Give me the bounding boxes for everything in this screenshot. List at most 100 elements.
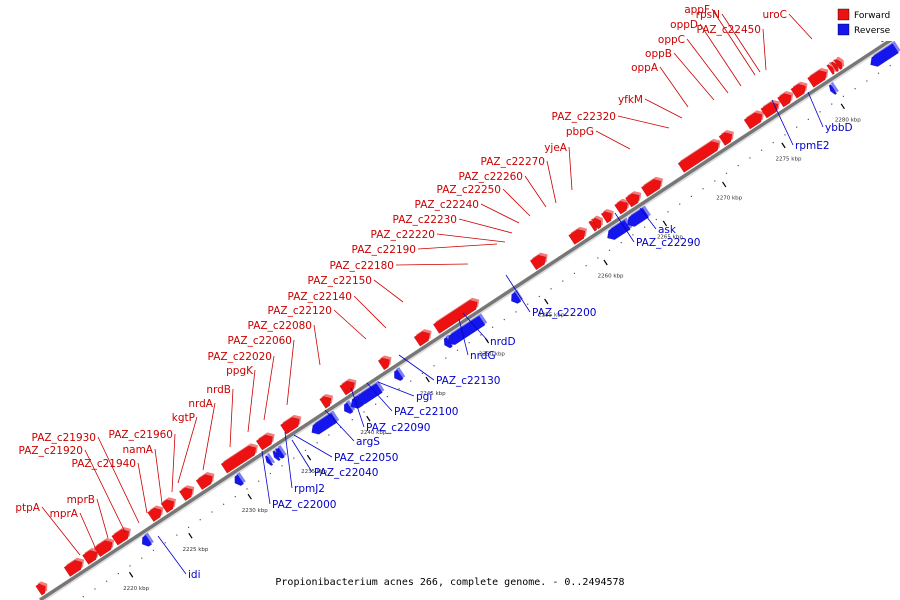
- gene-label-paz_c22190[interactable]: PAZ_c22190: [352, 244, 416, 256]
- reverse-gene-arrow[interactable]: [607, 219, 631, 241]
- gene-label-uroc[interactable]: uroC: [763, 9, 788, 21]
- forward-gene-arrow[interactable]: [147, 507, 162, 522]
- gene-label-oppb[interactable]: oppB: [645, 48, 672, 60]
- forward-gene-arrow[interactable]: [718, 132, 733, 146]
- gene-label-paz_c22320[interactable]: PAZ_c22320: [552, 111, 616, 123]
- forward-gene-arrow[interactable]: [35, 583, 46, 596]
- reverse-gene-arrow[interactable]: [311, 412, 338, 435]
- reverse-gene-arrow[interactable]: [511, 291, 522, 304]
- gene-label-paz_c22250[interactable]: PAZ_c22250: [437, 184, 501, 196]
- forward-gene-arrow[interactable]: [529, 254, 546, 271]
- gene-label-paz_c22040[interactable]: PAZ_c22040: [314, 467, 378, 479]
- gene-label-nama[interactable]: namA: [122, 444, 153, 456]
- reverse-gene-arrow[interactable]: [394, 369, 404, 382]
- reverse-gene-arrow[interactable]: [828, 84, 838, 95]
- gene-label-mpra[interactable]: mprA: [50, 508, 79, 520]
- gene-label-paz_c22000[interactable]: PAZ_c22000: [272, 499, 336, 511]
- forward-gene-arrow[interactable]: [178, 487, 193, 502]
- reverse-gene-arrow[interactable]: [234, 474, 245, 487]
- forward-gene-arrow[interactable]: [790, 83, 806, 99]
- gene-label-appf[interactable]: appF: [684, 4, 710, 16]
- forward-gene-arrow[interactable]: [568, 229, 586, 245]
- forward-gene-arrow[interactable]: [160, 499, 175, 514]
- gene-label-args[interactable]: argS: [356, 436, 380, 448]
- gene-label-oppd[interactable]: oppD: [670, 19, 698, 31]
- forward-gene-arrow[interactable]: [833, 58, 843, 71]
- reverse-gene-arrow[interactable]: [343, 402, 354, 415]
- forward-gene-arrow[interactable]: [830, 61, 839, 73]
- gene-label-paz_c22240[interactable]: PAZ_c22240: [415, 199, 479, 211]
- gene-label-rpme2[interactable]: rpmE2: [795, 140, 830, 152]
- gene-label-ptpa[interactable]: ptpA: [15, 502, 40, 514]
- reverse-gene-arrow[interactable]: [141, 534, 153, 547]
- reverse-gene-arrow[interactable]: [870, 43, 899, 67]
- gene-label-yjea[interactable]: yjeA: [544, 142, 568, 154]
- forward-gene-arrow[interactable]: [743, 112, 763, 130]
- gene-label-oppc[interactable]: oppC: [658, 34, 685, 46]
- reverse-gene-arrow[interactable]: [357, 383, 383, 405]
- reverse-gene-arrow[interactable]: [447, 315, 486, 346]
- forward-gene-arrow[interactable]: [677, 141, 719, 173]
- gene-label-ask[interactable]: ask: [658, 224, 677, 236]
- forward-gene-arrow[interactable]: [319, 396, 332, 409]
- gene-label-paz_c22090[interactable]: PAZ_c22090: [366, 422, 430, 434]
- forward-gene-arrow[interactable]: [591, 217, 602, 230]
- gene-label-mprb[interactable]: mprB: [67, 494, 95, 506]
- forward-gene-arrow[interactable]: [377, 357, 390, 371]
- gene-label-paz_c22100[interactable]: PAZ_c22100: [394, 406, 458, 418]
- gene-label-paz_c22020[interactable]: PAZ_c22020: [208, 351, 272, 363]
- forward-gene-arrow[interactable]: [807, 70, 827, 88]
- gene-label-paz_c22140[interactable]: PAZ_c22140: [288, 291, 352, 303]
- forward-gene-arrow[interactable]: [760, 102, 779, 119]
- forward-gene-arrow[interactable]: [413, 331, 430, 347]
- forward-gene-arrow[interactable]: [220, 445, 257, 474]
- forward-gene-arrow[interactable]: [614, 201, 628, 215]
- forward-gene-arrow[interactable]: [777, 93, 792, 108]
- gene-label-nrdd[interactable]: nrdD: [490, 336, 516, 348]
- gene-label-paz_c22080[interactable]: PAZ_c22080: [248, 320, 312, 332]
- gene-label-oppa[interactable]: oppA: [631, 62, 659, 74]
- gene-label-ppgk[interactable]: ppgK: [226, 365, 254, 377]
- gene-label-pgi[interactable]: pgi: [416, 391, 432, 403]
- reverse-gene-arrow[interactable]: [275, 447, 285, 459]
- gene-label-paz_c21930[interactable]: PAZ_c21930: [32, 432, 96, 444]
- forward-gene-arrow[interactable]: [82, 550, 98, 565]
- gene-label-rpmj2[interactable]: rpmJ2: [294, 483, 325, 495]
- gene-label-paz_c21960[interactable]: PAZ_c21960: [109, 429, 173, 441]
- gene-label-paz_c22260[interactable]: PAZ_c22260: [459, 171, 523, 183]
- gene-label-ybbd[interactable]: ybbD: [825, 122, 853, 134]
- gene-label-paz_c22130[interactable]: PAZ_c22130: [436, 375, 500, 387]
- gene-label-paz_c22150[interactable]: PAZ_c22150: [308, 275, 372, 287]
- forward-gene-arrow[interactable]: [63, 559, 83, 577]
- forward-gene-arrow[interactable]: [600, 211, 612, 224]
- reverse-gene-arrow[interactable]: [264, 455, 274, 467]
- gene-label-idi[interactable]: idi: [188, 569, 201, 581]
- gene-label-paz_c22220[interactable]: PAZ_c22220: [371, 229, 435, 241]
- forward-gene-arrow[interactable]: [625, 193, 640, 208]
- gene-label-paz_c22050[interactable]: PAZ_c22050: [334, 452, 398, 464]
- forward-gene-arrow[interactable]: [111, 529, 130, 546]
- gene-label-kgtp[interactable]: kgtP: [172, 412, 195, 424]
- gene-label-paz_c22290[interactable]: PAZ_c22290: [636, 237, 700, 249]
- gene-label-pbpg[interactable]: pbpG: [566, 126, 594, 138]
- gene-label-yfkm[interactable]: yfkM: [618, 94, 643, 106]
- gene-label-paz_c22180[interactable]: PAZ_c22180: [330, 260, 394, 272]
- forward-gene-arrow[interactable]: [826, 64, 835, 76]
- gene-label-paz_c22450[interactable]: PAZ_c22450: [697, 24, 761, 36]
- gene-label-paz_c22270[interactable]: PAZ_c22270: [481, 156, 545, 168]
- gene-label-paz_c22200[interactable]: PAZ_c22200: [532, 307, 596, 319]
- gene-label-nrdg[interactable]: nrdG: [470, 350, 496, 362]
- forward-gene-arrow[interactable]: [255, 434, 273, 451]
- forward-gene-arrow[interactable]: [93, 540, 113, 558]
- gene-label-nrdb[interactable]: nrdB: [206, 384, 231, 396]
- gene-label-paz_c22120[interactable]: PAZ_c22120: [268, 305, 332, 317]
- forward-gene-arrow[interactable]: [195, 474, 213, 491]
- gene-label-paz_c21940[interactable]: PAZ_c21940: [72, 458, 136, 470]
- forward-gene-arrow[interactable]: [640, 179, 662, 198]
- gene-label-paz_c21920[interactable]: PAZ_c21920: [19, 445, 83, 457]
- gene-label-rpsn[interactable]: rpsN: [696, 9, 720, 21]
- gene-label-paz_c22230[interactable]: PAZ_c22230: [393, 214, 457, 226]
- gene-label-nrda[interactable]: nrdA: [188, 398, 213, 410]
- forward-gene-arrow[interactable]: [339, 380, 355, 396]
- gene-label-paz_c22060[interactable]: PAZ_c22060: [228, 335, 292, 347]
